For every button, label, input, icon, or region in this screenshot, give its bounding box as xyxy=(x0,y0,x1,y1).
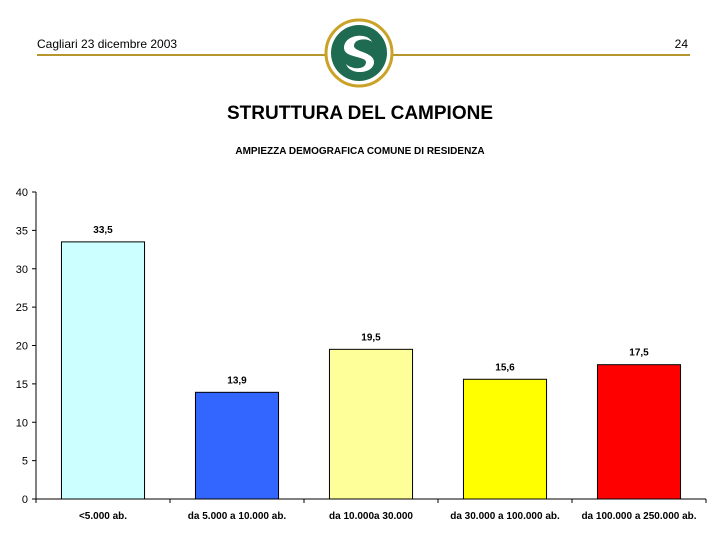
y-tick-label: 25 xyxy=(16,302,28,314)
y-tick-label: 10 xyxy=(16,417,28,429)
y-tick-label: 0 xyxy=(22,494,28,506)
page-number: 24 xyxy=(674,37,688,51)
bar xyxy=(60,241,146,500)
data-label: 13,9 xyxy=(227,375,247,386)
x-tick-label: da 10.000a 30.000 xyxy=(329,511,413,522)
page-title: STRUTTURA DEL CAMPIONE xyxy=(227,103,493,124)
x-tick-label: da 100.000 a 250.000 ab. xyxy=(581,511,696,522)
data-label: 17,5 xyxy=(629,348,649,359)
data-label: 15,6 xyxy=(495,362,515,373)
y-tick-label: 40 xyxy=(16,187,28,199)
bar xyxy=(596,364,682,500)
x-tick-label: da 5.000 a 10.000 ab. xyxy=(188,511,287,522)
data-label: 19,5 xyxy=(361,332,381,343)
y-tick-label: 20 xyxy=(16,341,28,353)
data-label: 33,5 xyxy=(93,225,113,236)
university-logo-icon xyxy=(324,18,394,88)
x-tick-label: <5.000 ab. xyxy=(79,511,127,522)
y-tick-label: 5 xyxy=(22,456,28,468)
x-tick-label: da 30.000 a 100.000 ab. xyxy=(450,511,560,522)
header-location-date: Cagliari 23 dicembre 2003 xyxy=(37,37,178,51)
y-tick-label: 30 xyxy=(16,264,28,276)
y-tick-label: 15 xyxy=(16,379,28,391)
bar xyxy=(328,348,414,500)
chart-title: AMPIEZZA DEMOGRAFICA COMUNE DI RESIDENZA xyxy=(235,146,485,157)
bar xyxy=(194,391,280,500)
y-tick-label: 35 xyxy=(16,225,28,237)
bar xyxy=(462,378,548,500)
